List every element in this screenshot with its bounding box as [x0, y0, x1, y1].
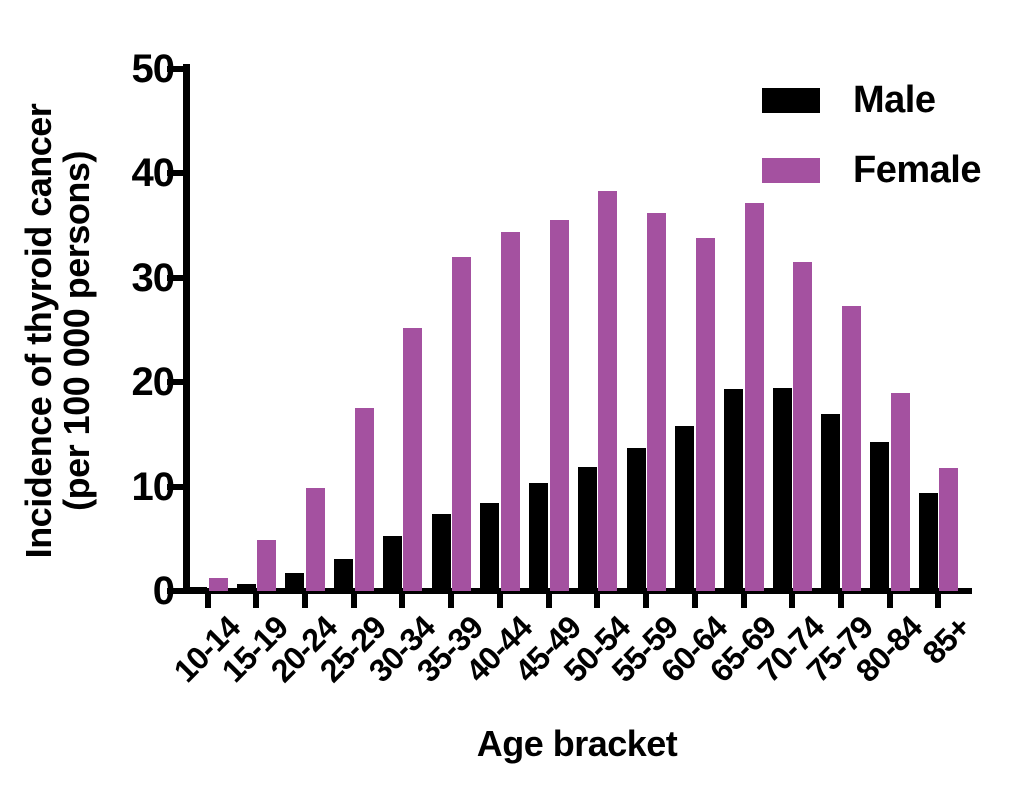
- x-axis-tick: [448, 592, 455, 608]
- x-axis-tick: [594, 592, 601, 608]
- legend: Male Female: [762, 81, 981, 221]
- y-axis-tick-label: 40: [131, 151, 176, 195]
- y-axis-title-line1: Incidence of thyroid cancer: [18, 103, 59, 559]
- bar-female-70-74: [793, 261, 813, 591]
- bar-female-35-39: [452, 256, 472, 591]
- bar-male-25-29: [334, 558, 354, 591]
- bar-female-40-44: [500, 231, 520, 591]
- y-axis-tick: [167, 170, 184, 176]
- bar-female-45-49: [549, 220, 569, 591]
- x-axis-category-label: 85+: [915, 609, 978, 672]
- y-axis-tick-label: 30: [131, 255, 176, 300]
- y-axis-tick-label: 0: [152, 569, 175, 613]
- bar-female-65-69: [744, 203, 764, 591]
- bar-female-60-64: [695, 237, 715, 591]
- x-axis-tick: [399, 592, 406, 608]
- x-axis-tick: [935, 592, 942, 608]
- y-axis-tick-label: 10: [131, 464, 176, 509]
- x-axis-tick: [691, 592, 698, 608]
- bar-male-75-79: [821, 414, 841, 591]
- x-axis-tick: [496, 592, 503, 608]
- legend-swatch-male: [762, 87, 820, 113]
- bar-male-55-59: [626, 447, 646, 591]
- bar-male-70-74: [772, 388, 792, 591]
- x-axis-tick: [740, 592, 747, 608]
- bar-female-55-59: [647, 212, 667, 591]
- x-axis-tick: [837, 592, 844, 608]
- bar-female-85+: [939, 467, 959, 591]
- x-axis-tick: [301, 592, 308, 608]
- y-axis-tick: [167, 588, 184, 594]
- x-axis-tick: [350, 592, 357, 608]
- bar-male-35-39: [431, 513, 451, 591]
- x-axis-title: Age bracket: [476, 723, 678, 764]
- x-axis-tick: [545, 592, 552, 608]
- legend-label-female: Female: [853, 149, 981, 191]
- legend-label-male: Male: [853, 79, 936, 121]
- x-axis-tick: [643, 592, 650, 608]
- x-axis-tick: [886, 592, 893, 608]
- bar-female-10-14: [208, 578, 228, 591]
- y-axis-title: Incidence of thyroid cancer (per 100 000…: [18, 61, 97, 601]
- y-axis-title-line2: (per 100 000 persons): [56, 151, 97, 511]
- bar-female-80-84: [890, 393, 910, 591]
- bar-female-20-24: [305, 487, 325, 591]
- bar-female-25-29: [354, 408, 374, 591]
- bar-male-80-84: [870, 441, 890, 591]
- bar-female-75-79: [841, 305, 861, 591]
- x-axis-tick: [204, 592, 211, 608]
- x-axis-tick: [789, 592, 796, 608]
- bar-female-50-54: [598, 190, 618, 591]
- x-axis-tick: [253, 592, 260, 608]
- bar-female-15-19: [257, 539, 277, 591]
- bar-male-15-19: [236, 583, 256, 591]
- bar-male-60-64: [675, 425, 695, 591]
- y-axis-tick: [167, 379, 184, 385]
- y-axis-tick: [167, 274, 184, 281]
- bar-male-85+: [918, 492, 938, 591]
- legend-entry-female: Female: [762, 151, 981, 189]
- y-axis-tick: [167, 65, 184, 72]
- bar-male-40-44: [480, 503, 500, 591]
- bar-male-45-49: [529, 483, 549, 591]
- x-axis-line: [183, 588, 972, 594]
- y-axis-tick: [167, 483, 184, 490]
- legend-entry-male: Male: [762, 81, 981, 119]
- y-axis-tick-label: 20: [131, 360, 176, 404]
- legend-swatch-female: [762, 157, 820, 183]
- bar-male-20-24: [285, 573, 305, 591]
- bar-male-30-34: [382, 535, 402, 591]
- bar-male-65-69: [724, 389, 744, 591]
- bar-female-30-34: [403, 327, 423, 591]
- y-axis-tick-label: 50: [131, 46, 176, 91]
- y-axis-line: [183, 64, 190, 594]
- bar-male-10-14: [188, 586, 207, 591]
- bar-male-50-54: [577, 466, 597, 591]
